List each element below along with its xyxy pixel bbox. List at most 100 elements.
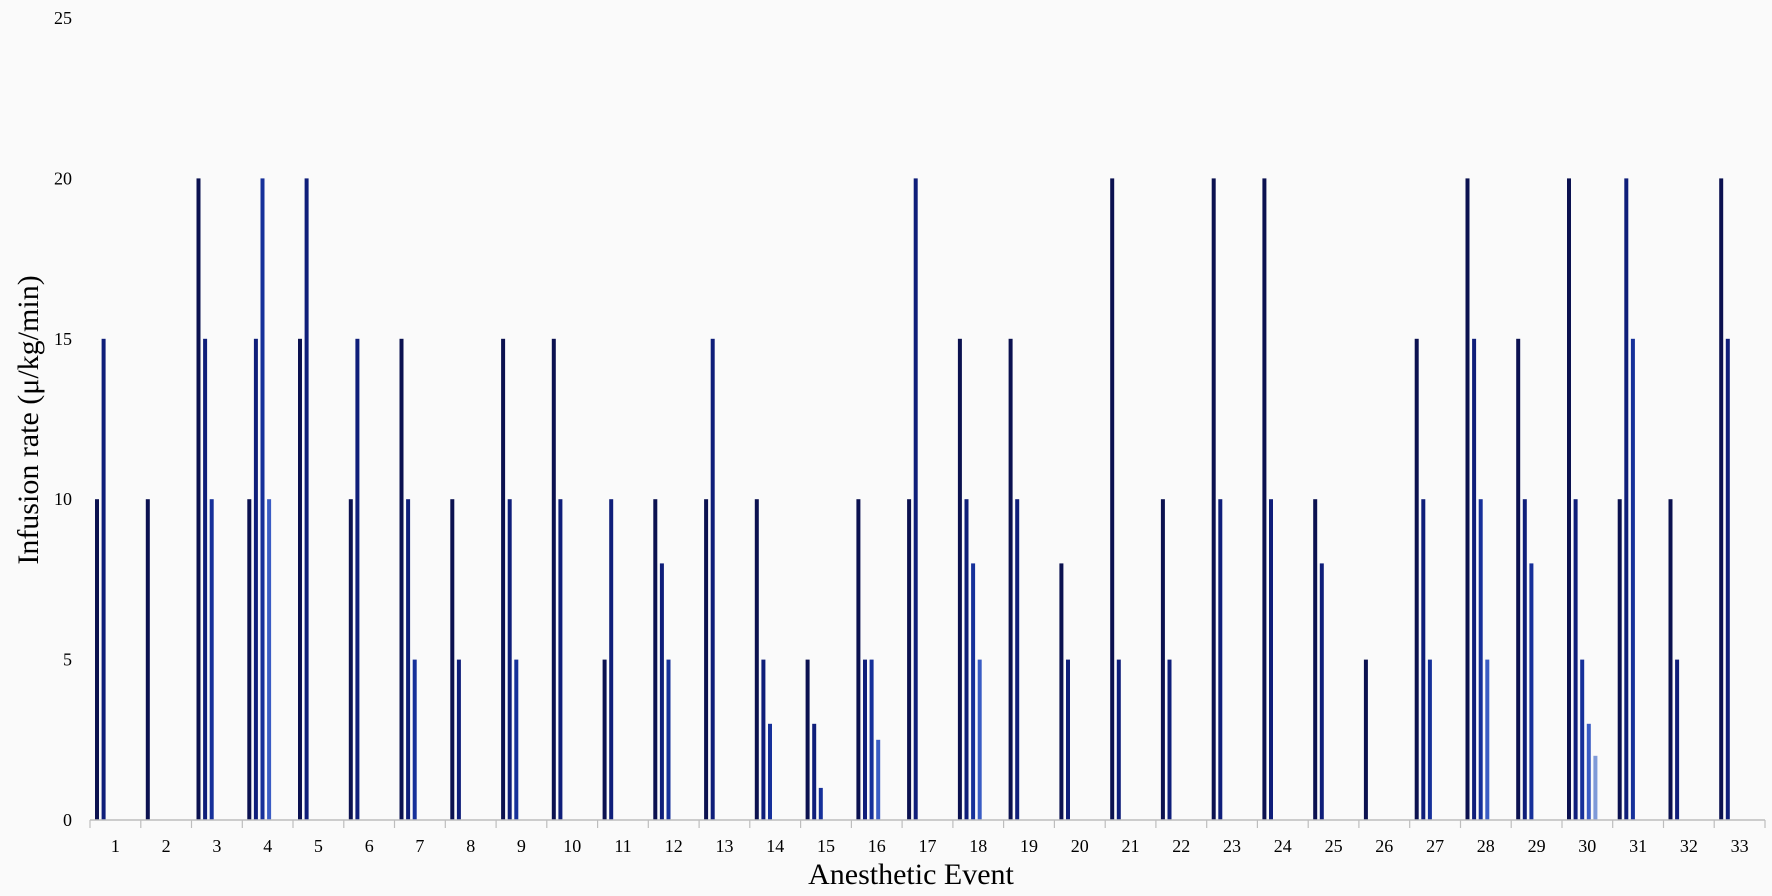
bar (558, 499, 563, 820)
y-tick-label: 25 (54, 8, 72, 28)
bar (412, 659, 417, 820)
bar (304, 178, 309, 820)
bar (876, 739, 881, 820)
x-tick-label: 22 (1172, 836, 1190, 856)
x-tick-label: 4 (263, 836, 272, 856)
bar (1719, 178, 1724, 820)
bar (913, 178, 918, 820)
bar (1465, 178, 1470, 820)
bar (399, 338, 404, 820)
bar (1567, 178, 1571, 820)
bar (1015, 499, 1020, 820)
bar (1580, 659, 1585, 820)
x-tick-label: 25 (1325, 836, 1343, 856)
y-tick-label: 10 (54, 489, 72, 509)
x-tick-label: 7 (415, 836, 424, 856)
bar (1059, 563, 1064, 820)
bar (1319, 563, 1324, 820)
x-tick-label: 3 (212, 836, 221, 856)
bar (863, 659, 867, 820)
bar (856, 499, 861, 820)
bar (507, 499, 512, 820)
bar (818, 787, 823, 820)
x-tick-label: 19 (1020, 836, 1038, 856)
bar (1269, 499, 1273, 820)
x-tick-label: 2 (162, 836, 171, 856)
bar (1218, 499, 1223, 820)
bar (1262, 178, 1267, 820)
bar (907, 499, 912, 820)
x-tick-label: 20 (1071, 836, 1089, 856)
x-tick-label: 11 (614, 836, 631, 856)
x-tick-label: 23 (1223, 836, 1241, 856)
bar (971, 563, 976, 820)
bar (260, 178, 265, 820)
x-tick-label: 9 (517, 836, 526, 856)
y-tick-label: 0 (63, 810, 72, 830)
x-tick-label: 10 (563, 836, 581, 856)
bar (203, 338, 208, 820)
bar (1617, 499, 1622, 820)
bar (101, 338, 106, 820)
bar (1725, 338, 1730, 820)
x-tick-label: 12 (665, 836, 683, 856)
bar (253, 338, 258, 820)
bar (659, 563, 664, 820)
bar (1116, 659, 1121, 820)
bar (1211, 178, 1216, 820)
x-axis: 1 2 3 4 5 6 7 8 9 10 11 12 13 14 15 16 17 18 19 20 21 22 23 24 2… (89, 820, 1766, 856)
bar (1160, 499, 1165, 820)
bar (957, 338, 962, 820)
y-axis: 0 5 10 15 20 25 (54, 8, 72, 830)
bars (95, 178, 1730, 820)
y-tick-label: 15 (54, 329, 72, 349)
x-tick-label: 5 (314, 836, 323, 856)
bar (267, 499, 272, 820)
bar (501, 338, 506, 820)
x-tick-label: 28 (1477, 836, 1495, 856)
bar (761, 659, 766, 820)
x-tick-label: 33 (1731, 836, 1749, 856)
bar (1472, 338, 1477, 820)
bar (1516, 338, 1521, 820)
y-axis-title: Infusion rate (μ/kg/min) (12, 275, 45, 564)
bar (1421, 499, 1426, 820)
bar (1522, 499, 1527, 820)
bar (355, 338, 360, 820)
bar (812, 723, 817, 820)
bar (666, 659, 671, 820)
bar (1363, 659, 1368, 820)
bar (1573, 499, 1578, 820)
x-axis-title: Anesthetic Event (808, 858, 1014, 891)
bar (1586, 723, 1591, 820)
bar (145, 499, 150, 820)
bar (609, 499, 614, 820)
bar (1624, 178, 1629, 820)
x-tick-label: 15 (817, 836, 835, 856)
x-tick-label: 14 (766, 836, 784, 856)
bar (1478, 499, 1483, 820)
bar (1668, 499, 1673, 820)
bar (1008, 338, 1013, 820)
bar (1485, 659, 1490, 820)
bar (348, 499, 353, 820)
bar (1066, 659, 1070, 820)
bar (754, 499, 759, 820)
x-tick-label: 26 (1375, 836, 1393, 856)
bar (869, 659, 874, 820)
bar (551, 338, 556, 820)
bar (964, 499, 969, 820)
bar (1630, 338, 1635, 820)
bar (298, 338, 302, 820)
bar (456, 659, 461, 820)
bar (768, 723, 772, 820)
bar (406, 499, 411, 820)
bar (977, 659, 982, 820)
bar (95, 499, 99, 820)
bar (1675, 659, 1680, 820)
y-tick-label: 20 (54, 168, 72, 188)
x-tick-label: 31 (1629, 836, 1647, 856)
bar (450, 499, 455, 820)
bar (209, 499, 214, 820)
